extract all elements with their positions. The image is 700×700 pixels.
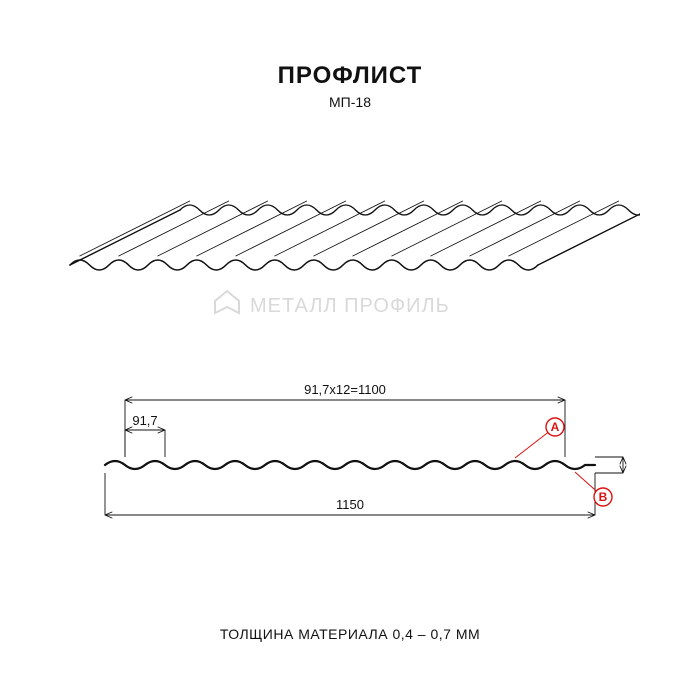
cross-section: 91,7х12=1100 91,7 1150 18 A B — [60, 360, 640, 540]
callout-B: B — [599, 490, 608, 504]
diagram-title: ПРОФЛИСТ — [0, 62, 700, 90]
dim-pitch: 91,7 — [132, 413, 157, 428]
profile-wave — [105, 461, 595, 469]
dim-height: 18 — [639, 457, 640, 472]
watermark-text: МЕТАЛЛ ПРОФИЛЬ — [250, 295, 450, 317]
isometric-view — [60, 140, 640, 290]
watermark: МЕТАЛЛ ПРОФИЛЬ — [0, 285, 700, 325]
dim-useful-width: 91,7х12=1100 — [304, 382, 386, 397]
material-thickness-note: ТОЛЩИНА МАТЕРИАЛА 0,4 – 0,7 ММ — [0, 626, 700, 642]
dim-total-width: 1150 — [336, 497, 364, 512]
callout-A: A — [551, 420, 560, 434]
diagram-subtitle: МП-18 — [0, 94, 700, 110]
page: ПРОФЛИСТ МП-18 МЕТАЛЛ ПРОФИЛЬ 91,7х12=11… — [0, 0, 700, 700]
watermark-logo-icon — [215, 291, 239, 313]
